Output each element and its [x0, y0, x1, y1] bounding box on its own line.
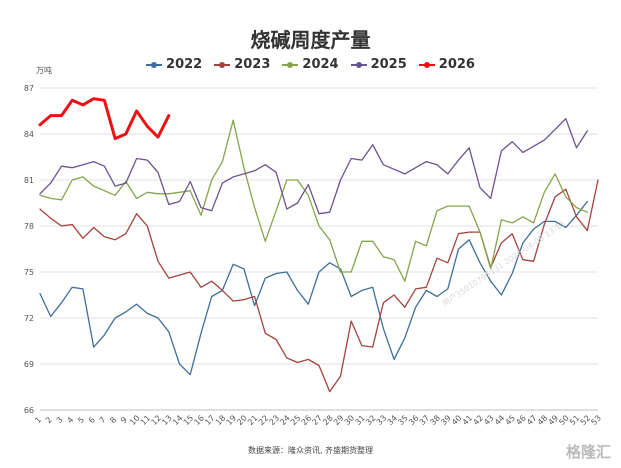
- x-tick-label: 6: [87, 415, 97, 425]
- legend: 2022 2023 2024 2025 2026: [0, 57, 621, 72]
- legend-swatch: [350, 61, 367, 68]
- y-tick-label: 69: [24, 360, 34, 369]
- legend-item-2023: 2023: [214, 57, 270, 72]
- series-line-2026: [38, 97, 171, 141]
- legend-item-2026: 2026: [418, 57, 475, 72]
- legend-label: 2024: [302, 57, 339, 72]
- legend-item-2025: 2025: [350, 57, 407, 72]
- series-line-2024: [39, 119, 588, 282]
- watermark-logo: 格隆汇: [565, 443, 611, 461]
- y-tick-label: 66: [24, 406, 34, 415]
- y-tick-label: 81: [24, 176, 34, 185]
- x-tick-label: 5: [76, 415, 86, 425]
- x-tick-label: 3: [55, 415, 65, 425]
- legend-swatch: [418, 61, 435, 68]
- x-tick-label: 8: [108, 415, 118, 425]
- legend-swatch: [282, 61, 299, 68]
- x-tick-label: 1: [33, 415, 43, 425]
- x-tick-label: 53: [589, 413, 603, 427]
- legend-swatch: [214, 61, 231, 68]
- series-line-2023: [39, 179, 599, 393]
- y-tick-label: 87: [24, 84, 34, 93]
- y-tick-label: 78: [24, 222, 34, 231]
- legend-label: 2026: [438, 57, 475, 72]
- source-note: 数据来源：隆众资讯, 齐盛期货整理: [247, 446, 374, 455]
- y-axis-unit: 万吨: [36, 66, 52, 75]
- y-tick-label: 75: [24, 268, 34, 277]
- chart-title: 烧碱周度产量: [250, 28, 371, 52]
- x-tick-label: 2: [44, 415, 54, 425]
- y-tick-label: 84: [24, 130, 34, 139]
- series-line-2025: [39, 118, 588, 215]
- x-tick-label: 9: [119, 415, 129, 425]
- legend-label: 2023: [234, 57, 271, 72]
- x-tick-label: 7: [98, 415, 108, 425]
- legend-item-2022: 2022: [146, 57, 202, 72]
- legend-label: 2025: [370, 57, 407, 72]
- legend-label: 2022: [166, 57, 203, 72]
- x-tick-label: 4: [65, 415, 75, 425]
- legend-swatch: [146, 61, 163, 68]
- series-line-2022: [39, 200, 588, 376]
- legend-item-2024: 2024: [282, 57, 339, 72]
- y-tick-label: 72: [24, 314, 34, 323]
